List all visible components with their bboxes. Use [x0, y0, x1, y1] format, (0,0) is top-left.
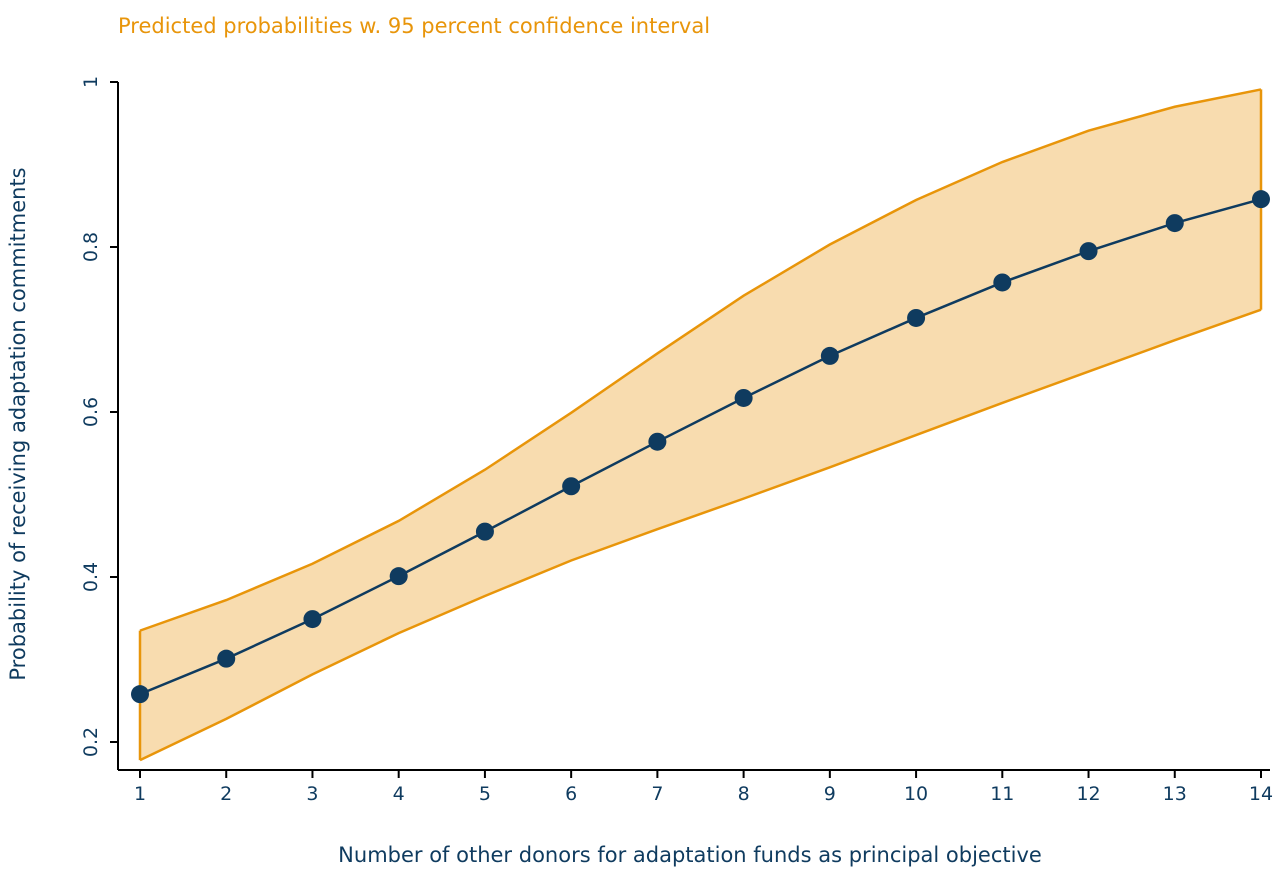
x-axis: 1 2 3 4 5 6 7 8 9 10 11 12 13 14 [134, 770, 1273, 805]
x-tick-label: 13 [1163, 783, 1187, 805]
y-tick-label: 0.4 [80, 562, 102, 592]
prediction-line [139, 197, 1262, 696]
x-tick-label: 12 [1076, 783, 1100, 805]
x-tick-label: 3 [306, 783, 318, 805]
x-tick-label: 7 [651, 783, 663, 805]
data-point-2 [217, 649, 236, 668]
x-tick-label: 9 [824, 783, 836, 805]
data-point-14 [1252, 190, 1270, 209]
x-tick-label: 10 [904, 783, 928, 805]
x-tick-label: 5 [479, 783, 491, 805]
data-point-11 [993, 273, 1012, 292]
confidence-band [138, 88, 1263, 762]
chart-title: Predicted probabilities w. 95 percent co… [118, 14, 710, 38]
data-point-8 [734, 388, 753, 407]
ci-lower-line [139, 308, 1262, 762]
y-tick-label: 0.8 [80, 232, 102, 262]
x-tick-label: 6 [565, 783, 577, 805]
data-point-6 [562, 477, 581, 496]
data-point-9 [820, 346, 839, 365]
x-tick-label: 11 [990, 783, 1014, 805]
data-point-4 [389, 567, 408, 586]
data-point-12 [1079, 242, 1098, 261]
y-axis-title: Probability of receiving adaptation comm… [6, 167, 30, 680]
data-point-3 [303, 610, 322, 629]
y-axis: 0.2 0.4 0.6 0.8 1 [80, 76, 118, 757]
x-tick-label: 2 [220, 783, 232, 805]
series-points [131, 190, 1270, 704]
series-line [139, 197, 1262, 696]
data-point-5 [475, 522, 494, 541]
y-tick-label: 0.2 [80, 727, 102, 757]
y-tick-label: 1 [80, 76, 102, 88]
x-tick-label: 1 [134, 783, 146, 805]
x-tick-label: 4 [393, 783, 405, 805]
data-point-7 [648, 432, 667, 451]
ci-band-fill [140, 89, 1261, 761]
data-point-1 [131, 685, 149, 704]
x-tick-label: 8 [738, 783, 750, 805]
x-tick-label: 14 [1249, 783, 1273, 805]
data-point-13 [1165, 214, 1184, 233]
x-axis-title: Number of other donors for adaptation fu… [338, 843, 1042, 867]
data-point-10 [907, 308, 926, 327]
ci-upper-line [139, 88, 1262, 632]
y-tick-label: 0.6 [80, 397, 102, 427]
